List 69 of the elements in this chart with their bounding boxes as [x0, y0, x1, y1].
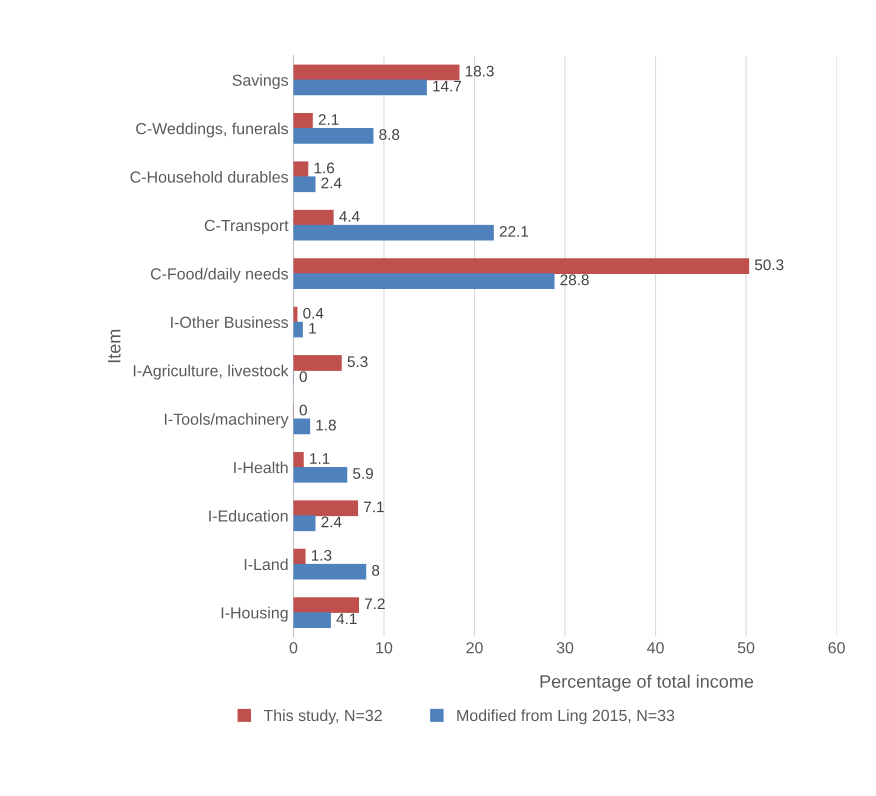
- y-tick-label: I-Land: [244, 558, 288, 570]
- data-label: 1: [309, 322, 316, 334]
- legend-label: This study, N=32: [264, 709, 382, 724]
- bar: [293, 273, 555, 289]
- data-label: 1.6: [314, 162, 334, 174]
- data-label: 1.8: [316, 420, 336, 430]
- y-tick-label: Savings: [232, 74, 288, 90]
- bar: [293, 258, 750, 274]
- y-tick-label: C-Transport: [204, 220, 288, 234]
- y-tick-label: I-Agriculture, livestock: [134, 364, 289, 380]
- data-label: 18.3: [466, 66, 494, 77]
- data-label: 5.9: [353, 468, 373, 479]
- data-label: 0: [300, 371, 307, 382]
- x-axis-title: Percentage of total income: [540, 674, 754, 692]
- legend-label: Modified from Ling 2015, N=33: [457, 709, 674, 724]
- bar: [293, 597, 359, 613]
- bar: [293, 548, 306, 565]
- data-label: 7.2: [364, 598, 385, 610]
- bar: [293, 612, 331, 628]
- y-tick-label: I-Education: [209, 510, 288, 522]
- y-tick-label: C-Food/daily needs: [150, 268, 288, 283]
- x-tick-label: 20: [466, 642, 483, 654]
- data-label: 4.4: [339, 211, 360, 222]
- bar: [293, 80, 427, 96]
- x-tick-label: 10: [376, 642, 392, 654]
- data-label: 2.1: [318, 114, 339, 125]
- bar: [293, 564, 366, 580]
- data-label: 0.4: [303, 308, 324, 319]
- bar: [293, 176, 316, 192]
- data-label: 8.8: [379, 129, 400, 140]
- x-tick-label: 0: [290, 642, 298, 654]
- x-tick-label: 30: [556, 642, 574, 654]
- y-tick-label: I-Tools/machinery: [164, 413, 289, 428]
- bar: [293, 210, 334, 226]
- y-tick-label: I-Other Business: [171, 316, 288, 328]
- bar: [293, 161, 308, 178]
- x-tick-label: 50: [738, 642, 754, 654]
- bar: [293, 64, 460, 80]
- y-tick-label: I-Housing: [222, 606, 288, 622]
- data-label: 1.3: [312, 550, 332, 561]
- data-label: 0: [300, 404, 307, 416]
- x-tick-label: 60: [828, 642, 845, 654]
- bar: [293, 306, 298, 322]
- bar: [293, 224, 494, 241]
- data-label: 22.1: [500, 226, 528, 237]
- data-label: 8: [372, 564, 380, 576]
- data-label: 28.8: [560, 274, 589, 286]
- data-label: 2.4: [322, 178, 342, 188]
- y-tick-label: C-Household durables: [130, 170, 288, 183]
- bar: [293, 466, 348, 483]
- bar: [293, 500, 358, 516]
- data-label: 1.1: [310, 453, 330, 464]
- bar: [293, 355, 342, 371]
- data-label: 50.3: [754, 259, 784, 270]
- x-tick-label: 40: [647, 642, 664, 654]
- bar: [293, 452, 304, 468]
- data-label: 2.4: [322, 516, 342, 528]
- bar: [293, 128, 374, 144]
- y-tick-label: C-Weddings, funerals: [136, 122, 288, 138]
- data-label: 4.1: [336, 614, 357, 624]
- data-label: 14.7: [433, 80, 462, 92]
- y-tick-label: I-Health: [234, 462, 288, 474]
- data-label: 7.1: [364, 502, 384, 512]
- bar: [293, 515, 316, 532]
- bar: [293, 112, 313, 129]
- bar: [293, 322, 303, 338]
- y-axis-title: Item: [108, 330, 121, 362]
- bar: [293, 418, 310, 434]
- data-label: 5.3: [348, 356, 368, 368]
